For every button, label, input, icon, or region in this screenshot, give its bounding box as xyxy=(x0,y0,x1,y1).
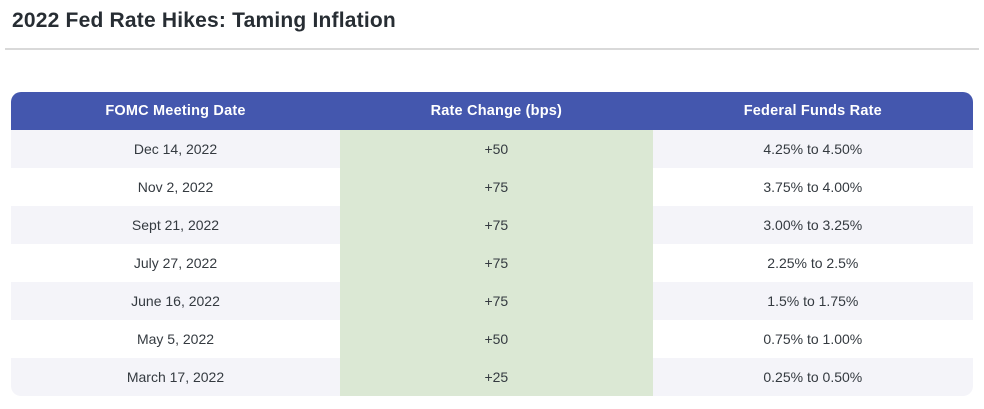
cell-rate-change: +75 xyxy=(340,206,653,244)
cell-rate-change: +75 xyxy=(340,168,653,206)
cell-funds-rate: 2.25% to 2.5% xyxy=(767,255,859,271)
cell-rate-change: +25 xyxy=(340,358,653,396)
cell-rate-change: +75 xyxy=(340,244,653,282)
table-row: Sept 21, 2022 +75 3.00% to 3.25% xyxy=(11,206,973,244)
cell-meeting-date: Dec 14, 2022 xyxy=(133,141,218,157)
cell-meeting-date: March 17, 2022 xyxy=(126,369,225,385)
cell-funds-rate: 3.00% to 3.25% xyxy=(763,217,863,233)
cell-funds-rate: 0.75% to 1.00% xyxy=(763,331,863,347)
column-header-rate-change: Rate Change (bps) xyxy=(430,103,563,119)
table-row: Nov 2, 2022 +75 3.75% to 4.00% xyxy=(11,168,973,206)
column-header-meeting-date: FOMC Meeting Date xyxy=(105,103,246,119)
cell-meeting-date: Sept 21, 2022 xyxy=(131,217,220,233)
cell-funds-rate: 0.25% to 0.50% xyxy=(763,369,863,385)
cell-funds-rate: 4.25% to 4.50% xyxy=(763,141,863,157)
cell-rate-change: +50 xyxy=(340,320,653,358)
table-body: Dec 14, 2022 +50 4.25% to 4.50% Nov 2, 2… xyxy=(11,130,973,396)
table-row: July 27, 2022 +75 2.25% to 2.5% xyxy=(11,244,973,282)
column-header-funds-rate: Federal Funds Rate xyxy=(743,103,882,119)
table-row: March 17, 2022 +25 0.25% to 0.50% xyxy=(11,358,973,396)
cell-meeting-date: Nov 2, 2022 xyxy=(137,179,214,195)
cell-meeting-date: July 27, 2022 xyxy=(133,255,218,271)
cell-funds-rate: 1.5% to 1.75% xyxy=(767,293,859,309)
table-header-row: FOMC Meeting Date Rate Change (bps) Fede… xyxy=(11,92,973,130)
fed-rate-hikes-table: FOMC Meeting Date Rate Change (bps) Fede… xyxy=(11,92,973,396)
title-divider xyxy=(5,48,979,50)
cell-funds-rate: 3.75% to 4.00% xyxy=(763,179,863,195)
cell-meeting-date: June 16, 2022 xyxy=(131,293,220,309)
table-row: Dec 14, 2022 +50 4.25% to 4.50% xyxy=(11,130,973,168)
page-title: 2022 Fed Rate Hikes: Taming Inflation xyxy=(12,9,396,32)
cell-rate-change: +75 xyxy=(340,282,653,320)
cell-rate-change: +50 xyxy=(340,130,653,168)
table-row: May 5, 2022 +50 0.75% to 1.00% xyxy=(11,320,973,358)
cell-meeting-date: May 5, 2022 xyxy=(136,331,215,347)
table-row: June 16, 2022 +75 1.5% to 1.75% xyxy=(11,282,973,320)
